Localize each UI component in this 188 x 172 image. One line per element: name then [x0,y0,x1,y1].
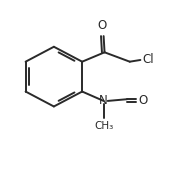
Text: Cl: Cl [143,53,154,67]
Text: N: N [99,94,108,108]
Text: CH₃: CH₃ [94,121,113,131]
Text: O: O [98,19,107,32]
Text: O: O [139,94,148,107]
